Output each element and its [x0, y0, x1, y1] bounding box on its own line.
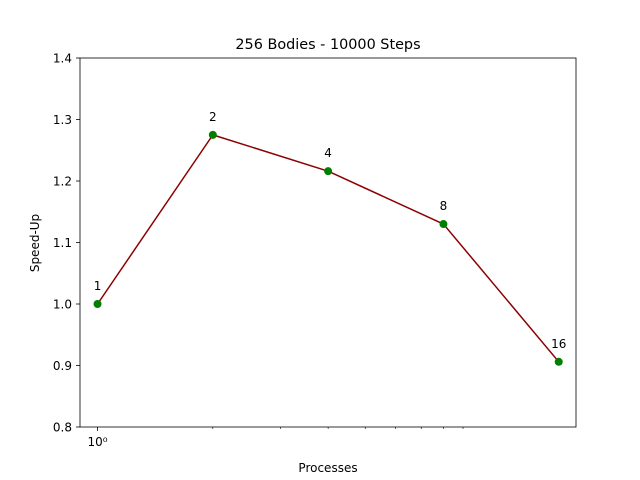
x-tick-label: 10⁰: [87, 435, 107, 449]
data-label: 8: [440, 199, 448, 213]
data-point: [93, 300, 102, 308]
data-label: 16: [551, 337, 566, 351]
x-axis-label: Processes: [298, 461, 357, 475]
plot-area: 0.8 0.9 1.0 1.1 1.2 1.3 1.4 10⁰ 1 2 4 8 16: [53, 51, 577, 449]
y-axis-label: Speed-Up: [28, 214, 42, 272]
data-point: [554, 357, 563, 366]
data-point: [208, 130, 217, 139]
chart-title: 256 Bodies - 10000 Steps: [235, 37, 420, 53]
y-tick-label: 1.0: [53, 297, 72, 311]
y-tick-label: 0.9: [53, 359, 72, 373]
y-tick-label: 1.1: [53, 236, 72, 250]
data-label: 4: [324, 146, 332, 160]
y-tick-label: 1.2: [53, 174, 72, 188]
data-label: 1: [94, 279, 102, 293]
y-tick-label: 1.4: [53, 51, 72, 65]
data-label: 2: [209, 110, 217, 124]
data-point: [324, 167, 333, 176]
data-point: [439, 220, 448, 229]
y-tick-label: 0.8: [53, 420, 72, 434]
y-tick-label: 1.3: [53, 113, 72, 127]
